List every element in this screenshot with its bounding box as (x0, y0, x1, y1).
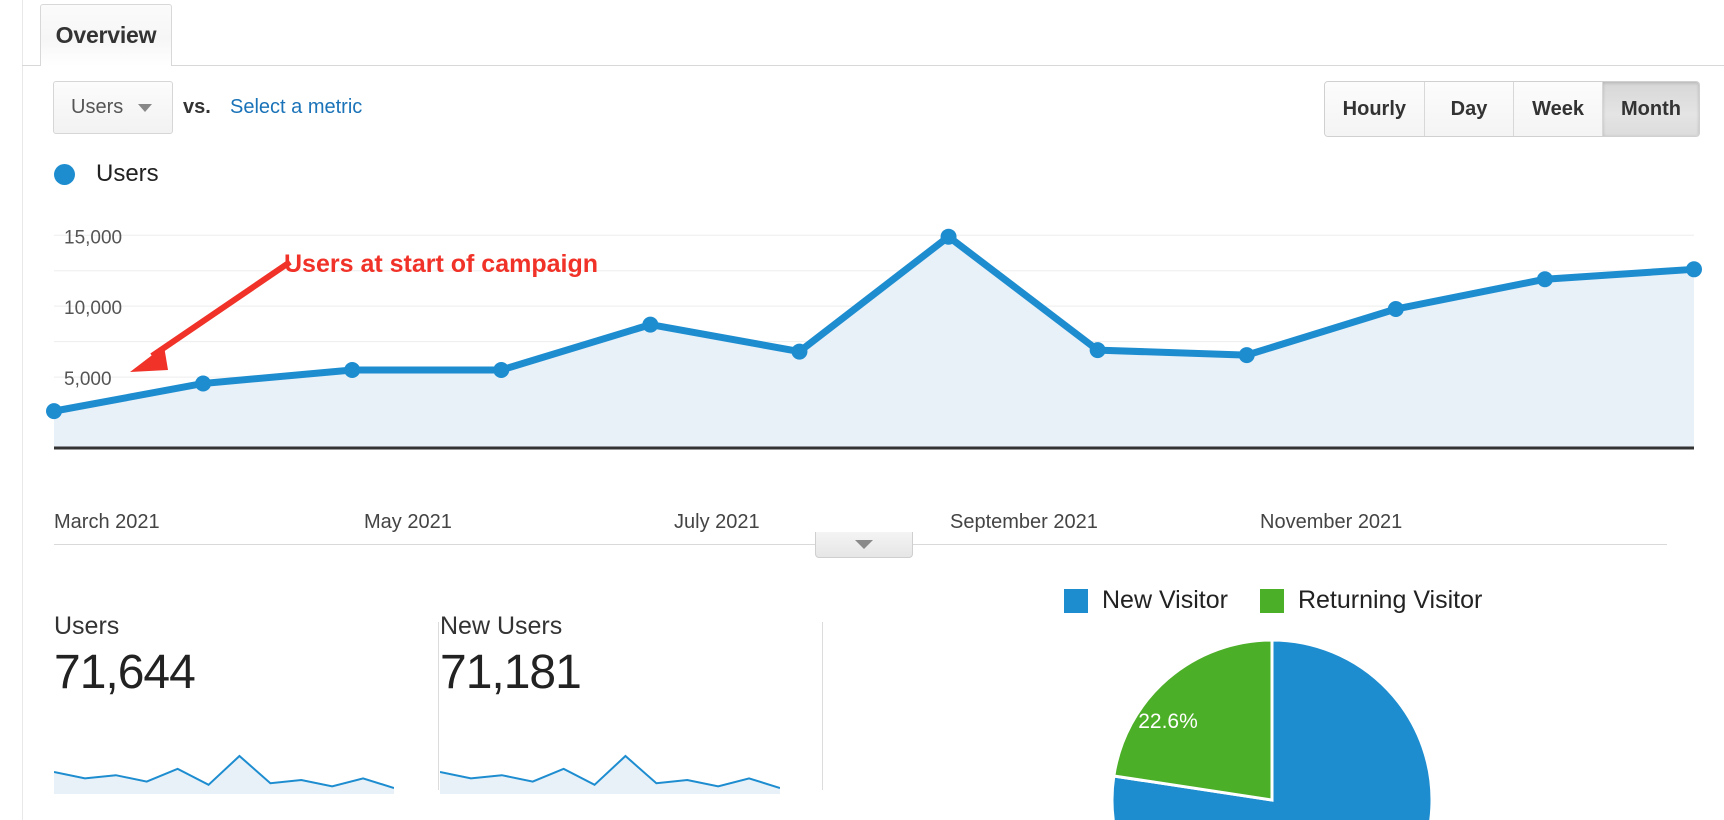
card-divider (438, 622, 439, 790)
chevron-down-icon (138, 103, 153, 112)
series-legend-dot-icon (54, 163, 75, 185)
users-line-chart[interactable]: 5,000 10,000 15,000 Users at start of campa… (22, 200, 1724, 500)
metric-card-sparkline (440, 754, 780, 794)
metric-card-sparkline (54, 754, 394, 794)
select-metric-link[interactable]: Select a metric (230, 96, 363, 118)
left-rail (0, 0, 23, 820)
pie-slice-percentage-label: 22.6% (1138, 710, 1198, 733)
metric-cards: Users 71,644 New Users 71,181 (22, 612, 842, 820)
granularity-month[interactable]: Month (1603, 82, 1699, 136)
metric-select-label: Users (71, 96, 124, 118)
x-axis-svg: March 2021 May 2021 July 2021 September … (54, 511, 1402, 533)
line-chart-svg: 5,000 10,000 15,000 Users at start of campa… (46, 227, 1702, 450)
granularity-day[interactable]: Day (1425, 82, 1515, 136)
x-tick-may: May 2021 (364, 511, 452, 533)
chart-annotation-label: Users at start of campaign (284, 250, 598, 278)
metric-select[interactable]: Users (53, 81, 173, 134)
metric-card-title: New Users (440, 612, 563, 640)
pie-legend-item-returning-visitor[interactable]: Returning Visitor (1259, 586, 1498, 615)
x-tick-july: July 2021 (674, 511, 760, 533)
series-legend-label: Users (96, 160, 159, 187)
y-tick-label: 15,000 (64, 227, 122, 248)
y-tick-label: 5,000 (64, 369, 112, 390)
tab-strip-underline (22, 65, 1724, 66)
visitor-type-pie-chart[interactable]: 22.6% (1100, 630, 1500, 820)
pie-legend-swatch-new-visitor (1064, 588, 1088, 613)
tab-overview-label: Overview (55, 22, 157, 48)
x-tick-november: November 2021 (1260, 511, 1402, 533)
pie-legend-label-new-visitor: New Visitor (1102, 586, 1228, 614)
pie-legend-swatch-returning-visitor (1259, 588, 1284, 613)
tab-strip: Overview (22, 0, 1724, 66)
metric-card-new-users[interactable]: New Users 71,181 (440, 612, 822, 802)
tab-overview[interactable]: Overview (40, 4, 172, 66)
metric-card-value: 71,644 (54, 646, 196, 699)
pie-legend-label-returning-visitor: Returning Visitor (1297, 586, 1483, 614)
pie-legend-item-new-visitor[interactable]: New Visitor (1064, 586, 1244, 615)
x-tick-march: March 2021 (54, 511, 160, 533)
visitor-type-pie-block: New Visitor Returning Visitor 22.6% (1000, 586, 1700, 820)
card-divider (822, 622, 823, 790)
vs-label: vs. (183, 96, 211, 118)
chart-resize-handle[interactable] (815, 532, 913, 558)
granularity-week[interactable]: Week (1514, 82, 1604, 136)
metric-card-users[interactable]: Users 71,644 (54, 612, 436, 802)
y-tick-label: 10,000 (64, 298, 122, 319)
chart-controls: Users vs. Select a metric Hourly Day Wee… (22, 66, 1724, 146)
series-legend: Users (54, 160, 159, 188)
metric-card-title: Users (54, 612, 120, 640)
x-axis-labels: March 2021 May 2021 July 2021 September … (22, 500, 1724, 540)
pie-legend: New Visitor Returning Visitor (1064, 586, 1498, 615)
x-tick-september: September 2021 (950, 511, 1098, 533)
granularity-hourly[interactable]: Hourly (1324, 82, 1426, 136)
granularity-button-group: Hourly Day Week Month (1323, 81, 1700, 137)
metric-card-value: 71,181 (440, 646, 582, 699)
chevron-down-icon (855, 540, 873, 549)
